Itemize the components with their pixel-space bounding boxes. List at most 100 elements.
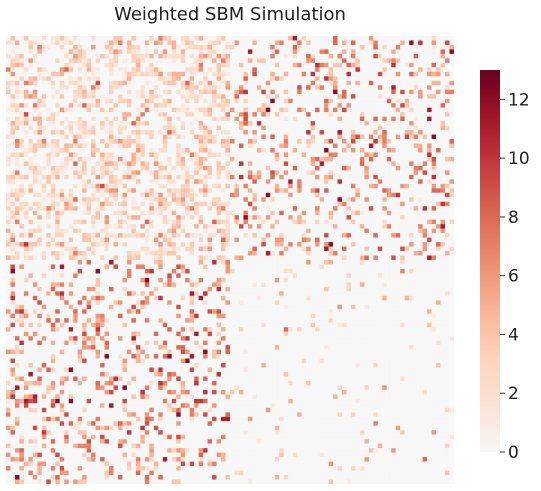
heatmap-cell xyxy=(135,36,141,41)
heatmap-cell xyxy=(131,80,136,86)
heatmap-cell xyxy=(131,152,136,158)
heatmap-cell xyxy=(118,36,123,41)
heatmap-cell xyxy=(41,80,47,86)
heatmap-cell xyxy=(122,89,128,95)
heatmap-cell xyxy=(265,80,271,86)
heatmap-cell xyxy=(252,224,257,229)
heatmap-cell xyxy=(131,89,136,95)
heatmap-cell xyxy=(59,58,65,63)
heatmap-cell xyxy=(131,44,136,50)
heatmap-cell xyxy=(194,161,199,166)
heatmap-cell xyxy=(373,130,378,135)
heatmap-cell xyxy=(274,62,280,68)
heatmap-cell xyxy=(368,89,374,95)
heatmap-cell xyxy=(310,121,316,126)
heatmap-cell xyxy=(180,121,186,126)
heatmap-cell xyxy=(306,206,311,211)
heatmap-cell xyxy=(109,112,114,117)
heatmap-cell xyxy=(413,152,419,158)
heatmap-cell xyxy=(180,255,186,261)
heatmap-cell xyxy=(6,224,11,229)
heatmap-cell xyxy=(265,228,271,234)
heatmap-cell xyxy=(440,201,446,207)
heatmap-cell xyxy=(404,152,410,158)
heatmap-cell xyxy=(315,62,320,68)
heatmap-cell xyxy=(37,228,42,234)
heatmap-cell xyxy=(386,228,392,234)
heatmap-cell xyxy=(382,107,387,113)
heatmap-cell xyxy=(346,148,352,153)
heatmap-cell xyxy=(355,246,360,252)
heatmap-cell xyxy=(386,179,392,184)
heatmap-cell xyxy=(162,58,168,63)
heatmap-cell xyxy=(216,80,222,86)
heatmap-cell xyxy=(153,179,159,184)
heatmap-cell xyxy=(288,148,293,153)
heatmap-cell xyxy=(404,121,410,126)
heatmap-cell xyxy=(64,210,69,216)
heatmap-cell xyxy=(342,36,347,41)
heatmap-cell xyxy=(270,80,275,86)
heatmap-cell xyxy=(310,67,316,72)
heatmap-cell xyxy=(256,94,262,99)
heatmap-cell xyxy=(427,98,432,104)
heatmap-cell xyxy=(68,49,74,54)
heatmap-cell xyxy=(10,228,16,234)
heatmap-cell xyxy=(440,192,446,198)
heatmap-cell xyxy=(189,53,195,59)
heatmap-cell xyxy=(306,143,311,149)
heatmap-cell xyxy=(373,174,378,180)
heatmap-cell xyxy=(234,121,240,126)
heatmap-cell xyxy=(73,170,78,175)
heatmap-cell xyxy=(270,98,275,104)
heatmap-cell xyxy=(135,210,141,216)
heatmap-cell xyxy=(32,89,38,95)
heatmap-cell xyxy=(422,112,428,117)
heatmap-cell xyxy=(265,188,271,193)
heatmap-cell xyxy=(319,156,325,162)
heatmap-cell xyxy=(261,94,266,99)
heatmap-cell xyxy=(126,85,132,90)
heatmap-cell xyxy=(238,148,244,153)
heatmap-cell xyxy=(6,197,11,202)
heatmap-cell xyxy=(427,188,432,193)
heatmap-cell xyxy=(77,161,83,166)
heatmap-cell xyxy=(23,215,29,220)
heatmap-cell xyxy=(64,85,69,90)
heatmap-cell xyxy=(230,36,235,41)
heatmap-cell xyxy=(91,49,96,54)
heatmap-cell xyxy=(306,76,311,81)
heatmap-cell xyxy=(86,139,92,144)
heatmap-cell xyxy=(73,192,78,198)
heatmap-cell xyxy=(350,80,356,86)
heatmap-cell xyxy=(355,98,360,104)
heatmap-cell xyxy=(82,85,87,90)
heatmap-cell xyxy=(265,156,271,162)
heatmap-cell xyxy=(212,143,217,149)
heatmap-cell xyxy=(14,228,20,234)
heatmap-cell xyxy=(301,148,307,153)
heatmap-cell xyxy=(77,89,83,95)
heatmap-cell xyxy=(212,233,217,238)
heatmap-cell xyxy=(234,188,240,193)
heatmap-cell xyxy=(171,233,177,238)
heatmap-cell xyxy=(292,134,298,140)
heatmap-cell xyxy=(288,130,293,135)
heatmap-cell xyxy=(301,246,307,252)
heatmap-cell xyxy=(436,255,441,261)
heatmap-cell xyxy=(261,134,266,140)
heatmap-cell xyxy=(247,67,253,72)
heatmap-cell xyxy=(288,143,293,149)
heatmap-cell xyxy=(50,103,56,108)
heatmap-cell xyxy=(82,112,87,117)
heatmap-cell xyxy=(315,152,320,158)
heatmap-cell xyxy=(252,188,257,193)
heatmap-cell xyxy=(297,242,302,247)
heatmap-cell xyxy=(315,242,320,247)
heatmap-cell xyxy=(234,89,240,95)
heatmap-cell xyxy=(400,53,405,59)
heatmap-cell xyxy=(118,62,123,68)
heatmap-cell xyxy=(194,80,199,86)
heatmap-cell xyxy=(265,53,271,59)
heatmap-cell xyxy=(225,130,231,135)
